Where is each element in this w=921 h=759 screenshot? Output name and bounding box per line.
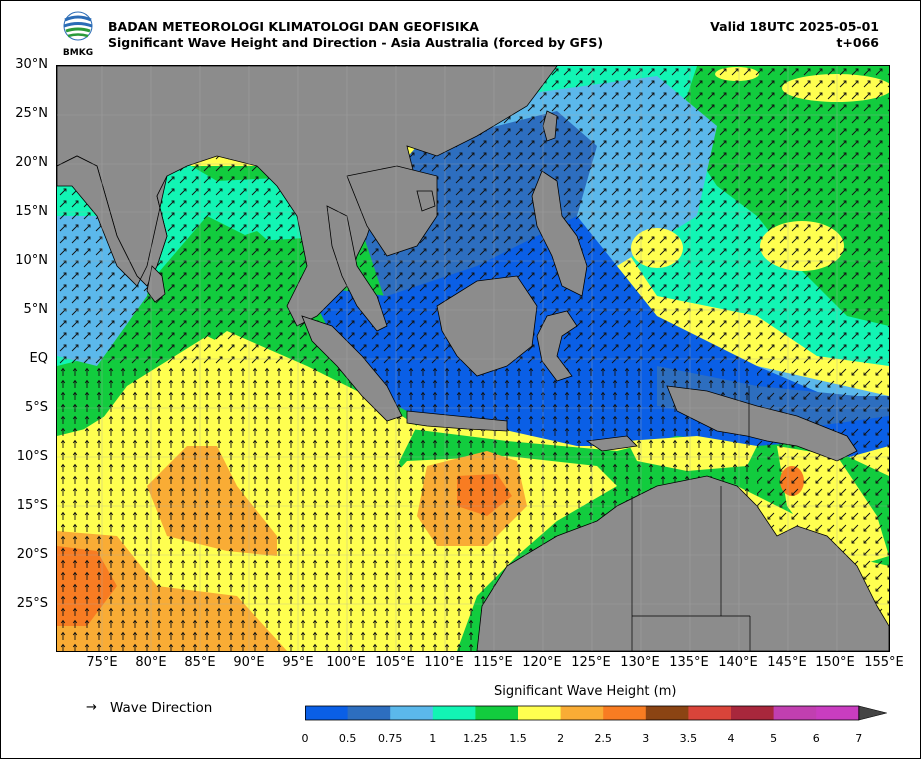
colorbar-segment — [688, 706, 732, 720]
colorbar-tick-label: 1.25 — [463, 732, 488, 745]
colorbar-tick-label: 2.5 — [594, 732, 612, 745]
land-borneo — [436, 275, 538, 377]
colorbar-segment — [475, 706, 519, 720]
lon-label-110e: 110°E — [424, 655, 464, 670]
colorbar-tick-label: 5 — [770, 732, 778, 745]
colorbar-outline — [305, 705, 860, 721]
colorbar-segment — [603, 706, 647, 720]
colorbar-segment — [731, 706, 774, 720]
lat-label-10n: 10°N — [15, 253, 48, 268]
land-philippines — [531, 170, 588, 297]
lon-label-85e: 85°E — [184, 655, 216, 670]
lon-label-155e: 155°E — [864, 655, 904, 670]
colorbar-segment — [518, 706, 561, 720]
land-hainan — [416, 190, 436, 212]
lat-label-5s: 5°S — [24, 400, 48, 415]
agency-name: BADAN METEOROLOGI KLIMATOLOGI DAN GEOFIS… — [108, 19, 479, 34]
colorbar-tick-label: 4 — [727, 732, 735, 745]
colorbar-tick-label: 0.75 — [377, 732, 403, 745]
valid-time: Valid 18UTC 2025-05-01 — [710, 19, 879, 34]
wave-direction-arrow-icon: → — [86, 700, 97, 715]
lon-label-150e: 150°E — [815, 655, 855, 670]
colorbar-segment — [347, 706, 391, 720]
land-new-guinea — [666, 385, 858, 462]
colorbar-tick-label: 3.5 — [679, 732, 698, 745]
land-sri-lanka — [146, 265, 166, 303]
colorbar-segment — [390, 706, 434, 720]
colorbar-segment — [816, 706, 860, 720]
map-canvas — [57, 66, 889, 651]
lon-label-135e: 135°E — [669, 655, 709, 670]
lat-label-25n: 25°N — [15, 106, 48, 121]
lon-label-105e: 105°E — [375, 655, 415, 670]
land-sulawesi — [536, 310, 578, 382]
lat-label-20s: 20°S — [16, 547, 48, 562]
colorbar-tick-label: 1 — [429, 732, 437, 745]
colorbar-title: Significant Wave Height (m) — [494, 684, 677, 699]
colorbar-tick-label: 2 — [557, 732, 565, 745]
bmkg-logo: BMKG — [63, 11, 93, 58]
lon-label-80e: 80°E — [135, 655, 167, 670]
lat-label-25s: 25°S — [16, 596, 48, 611]
colorbar-segment — [560, 706, 604, 720]
lon-label-115e: 115°E — [473, 655, 513, 670]
colorbar-segment — [432, 706, 476, 720]
lon-label-125e: 125°E — [571, 655, 611, 670]
colorbar-tick-label: 0 — [301, 732, 309, 745]
colorbar-extend-arrow — [858, 705, 887, 721]
lon-label-130e: 130°E — [620, 655, 660, 670]
lon-label-90e: 90°E — [233, 655, 265, 670]
colorbar-tick-label: 0.5 — [338, 732, 357, 745]
lat-label-10s: 10°S — [16, 449, 48, 464]
lon-label-145e: 145°E — [767, 655, 807, 670]
forecast-lead: t+066 — [836, 35, 879, 50]
wave-direction-legend-label: Wave Direction — [110, 700, 213, 716]
lat-label-5n: 5°N — [23, 302, 49, 317]
colorbar-segment — [773, 706, 817, 720]
lon-label-100e: 100°E — [326, 655, 366, 670]
lat-label-30n: 30°N — [15, 57, 48, 72]
lon-label-75e: 75°E — [86, 655, 118, 670]
colorbar-tick-label: 1.5 — [509, 732, 527, 745]
land-java — [406, 410, 508, 432]
lat-label-eq: EQ — [29, 351, 48, 366]
colorbar-tick-label: 6 — [812, 732, 820, 745]
land-australia — [476, 475, 889, 651]
wave-height-map — [56, 65, 890, 652]
lon-label-95e: 95°E — [282, 655, 314, 670]
colorbar-tick-label: 3 — [642, 732, 650, 745]
land-indochina — [346, 165, 438, 257]
land-india-tip — [57, 155, 168, 287]
lon-label-140e: 140°E — [718, 655, 758, 670]
lat-label-15s: 15°S — [16, 498, 48, 513]
colorbar — [305, 705, 887, 721]
colorbar-segment — [645, 706, 689, 720]
colorbar-tick-label: 7 — [855, 732, 863, 745]
colorbar-segment — [305, 706, 348, 720]
svg-text:BMKG: BMKG — [63, 48, 93, 58]
lat-label-20n: 20°N — [15, 155, 48, 170]
lat-label-15n: 15°N — [15, 204, 48, 219]
map-subtitle: Significant Wave Height and Direction - … — [108, 35, 604, 50]
lon-label-120e: 120°E — [522, 655, 562, 670]
land-timor — [585, 435, 638, 452]
